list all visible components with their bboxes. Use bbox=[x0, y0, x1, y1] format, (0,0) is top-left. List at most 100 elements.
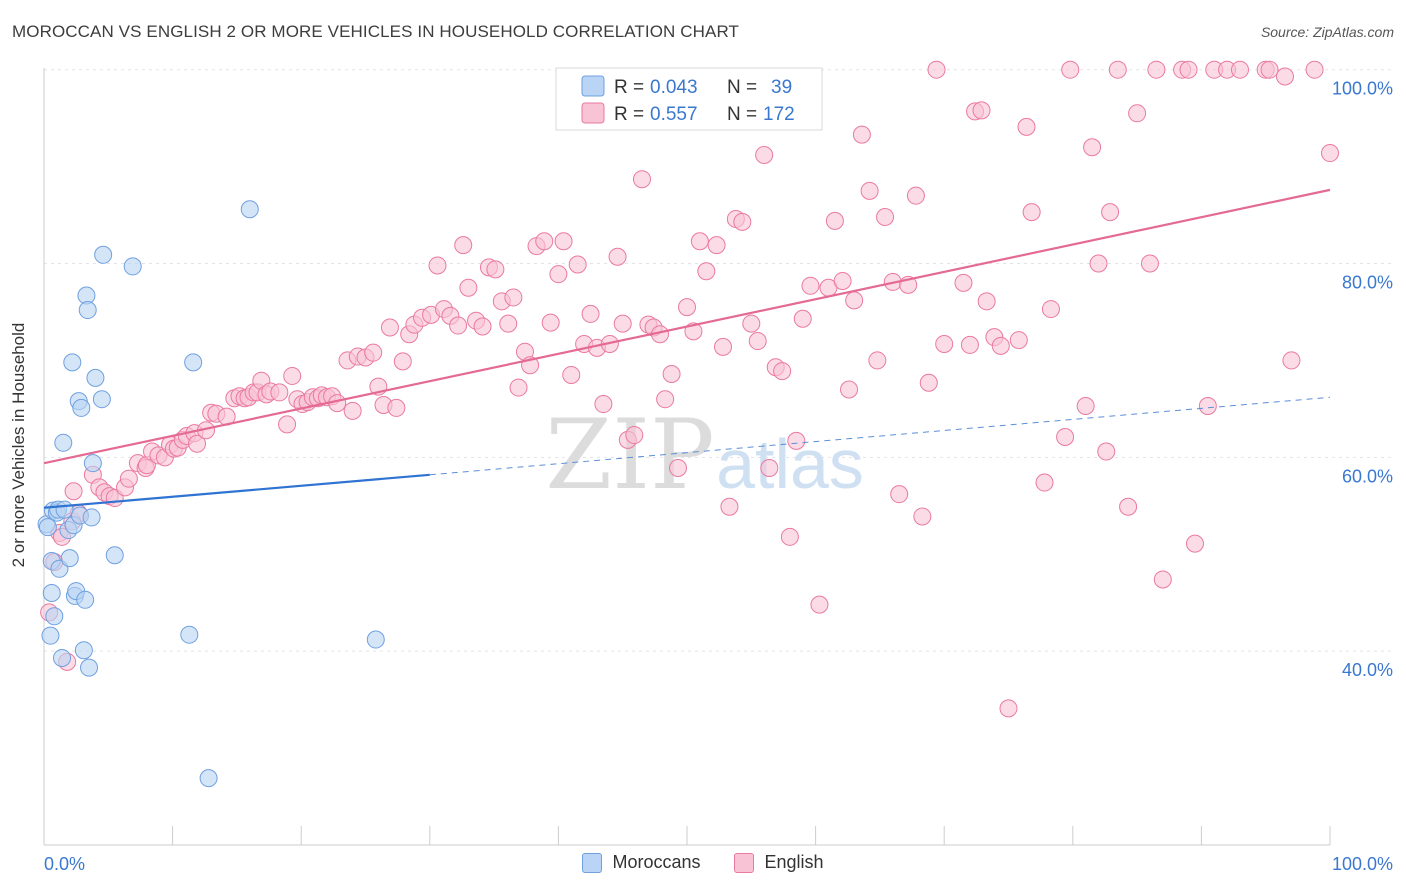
legend-r-value-english: 0.557 bbox=[650, 104, 698, 125]
english-point-104 bbox=[662, 365, 681, 383]
english-point-41 bbox=[270, 383, 289, 402]
moroccan-point-1 bbox=[38, 518, 57, 537]
english-point-134 bbox=[876, 208, 895, 226]
english-point-156 bbox=[1056, 427, 1075, 446]
english-point-72 bbox=[459, 278, 478, 297]
zipatlas-watermark: ZIP atlas bbox=[545, 399, 864, 511]
moroccan-point-27 bbox=[82, 508, 101, 527]
english-point-74 bbox=[473, 317, 492, 336]
moroccan-point-36 bbox=[199, 769, 218, 788]
english-point-151 bbox=[1009, 331, 1028, 350]
english-point-71 bbox=[454, 236, 473, 255]
english-point-115 bbox=[742, 314, 761, 333]
english-point-139 bbox=[913, 507, 932, 526]
english-point-85 bbox=[541, 313, 560, 332]
english-point-110 bbox=[707, 236, 726, 255]
english-point-116 bbox=[748, 332, 767, 351]
legend-label-moroccans: Moroccans bbox=[612, 852, 701, 872]
moroccan-point-22 bbox=[74, 641, 93, 660]
english-point-93 bbox=[594, 395, 613, 414]
moroccan-point-38 bbox=[366, 630, 385, 649]
grid-lines bbox=[44, 69, 1395, 652]
english-point-150 bbox=[999, 699, 1018, 718]
english-point-159 bbox=[1083, 138, 1102, 157]
english-point-127 bbox=[825, 211, 844, 230]
english-point-141 bbox=[927, 60, 946, 79]
english-point-162 bbox=[1101, 203, 1120, 222]
moroccan-point-23 bbox=[76, 590, 95, 609]
english-point-14 bbox=[119, 469, 138, 488]
english-point-178 bbox=[1275, 67, 1294, 86]
moroccan-point-21 bbox=[72, 398, 91, 417]
english-point-146 bbox=[972, 101, 991, 120]
english-point-147 bbox=[977, 292, 996, 311]
moroccan-trend-line bbox=[43, 473, 430, 509]
stats-legend: R = 0.043 N = 39 R = 0.557 N = 172 bbox=[555, 67, 823, 131]
english-point-27 bbox=[188, 434, 207, 453]
english-point-175 bbox=[1230, 60, 1249, 79]
english-point-76 bbox=[486, 260, 505, 279]
english-point-87 bbox=[554, 232, 573, 251]
english-point-42 bbox=[278, 415, 297, 434]
legend-r-label-moroccans: R = bbox=[614, 77, 644, 98]
moroccan-point-10 bbox=[53, 648, 72, 667]
english-point-108 bbox=[690, 232, 709, 251]
english-point-152 bbox=[1017, 117, 1036, 136]
english-point-96 bbox=[613, 314, 632, 333]
english-point-166 bbox=[1140, 254, 1159, 273]
english-point-60 bbox=[380, 318, 399, 337]
english-point-138 bbox=[906, 186, 925, 205]
moroccan-point-35 bbox=[184, 353, 203, 372]
legend-item-english: English bbox=[734, 852, 824, 873]
watermark-zip: ZIP bbox=[545, 399, 714, 511]
english-point-112 bbox=[720, 497, 739, 516]
english-point-99 bbox=[632, 170, 651, 189]
english-point-157 bbox=[1061, 60, 1080, 79]
english-point-78 bbox=[499, 314, 518, 333]
english-point-170 bbox=[1179, 60, 1198, 79]
legend-n-label-moroccans: N = bbox=[727, 77, 757, 98]
legend-n-value-english: 172 bbox=[763, 104, 795, 125]
english-point-43 bbox=[283, 366, 302, 385]
english-point-121 bbox=[780, 527, 799, 546]
series-legend: Moroccans English bbox=[0, 852, 1406, 873]
english-point-144 bbox=[960, 335, 979, 354]
english-point-179 bbox=[1282, 351, 1301, 370]
english-trend-line bbox=[43, 188, 1331, 465]
english-point-136 bbox=[890, 485, 909, 504]
english-point-103 bbox=[656, 390, 675, 409]
english-point-165 bbox=[1128, 104, 1147, 123]
english-point-153 bbox=[1022, 203, 1041, 222]
moroccan-point-2 bbox=[41, 626, 60, 645]
english-point-95 bbox=[608, 247, 627, 266]
english-point-142 bbox=[935, 334, 954, 353]
moroccan-point-29 bbox=[86, 368, 105, 387]
english-point-123 bbox=[793, 309, 812, 328]
english-point-111 bbox=[714, 337, 733, 356]
moroccan-point-34 bbox=[180, 625, 199, 644]
english-point-67 bbox=[428, 256, 447, 275]
english-point-167 bbox=[1147, 60, 1166, 79]
legend-n-value-moroccans: 39 bbox=[771, 77, 792, 98]
english-point-118 bbox=[760, 459, 779, 478]
legend-swatch-english bbox=[581, 102, 605, 124]
source-credit: Source: ZipAtlas.com bbox=[1260, 24, 1394, 40]
legend-swatch-moroccans bbox=[581, 75, 605, 97]
english-point-109 bbox=[697, 262, 716, 281]
x-tick-label-max: 100.0% bbox=[1332, 854, 1393, 874]
english-point-91 bbox=[581, 304, 600, 323]
moroccan-trend-extension bbox=[429, 396, 1331, 476]
english-point-61 bbox=[387, 398, 406, 417]
english-point-158 bbox=[1076, 396, 1095, 415]
legend-n-label-english: N = bbox=[727, 104, 757, 125]
english-point-120 bbox=[773, 362, 792, 381]
moroccan-point-32 bbox=[105, 546, 124, 565]
english-point-88 bbox=[562, 365, 581, 384]
english-point-177 bbox=[1260, 60, 1279, 79]
english-points bbox=[40, 60, 1339, 718]
x-tick-label-min: 0.0% bbox=[44, 854, 85, 874]
english-point-140 bbox=[919, 373, 938, 392]
english-point-180 bbox=[1305, 60, 1324, 79]
english-point-132 bbox=[860, 181, 879, 200]
moroccan-point-26 bbox=[80, 658, 99, 677]
